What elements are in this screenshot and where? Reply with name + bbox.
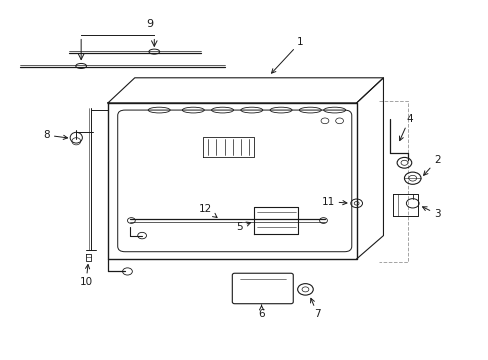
Text: 2: 2 <box>423 155 440 175</box>
Text: 9: 9 <box>145 19 153 29</box>
Text: 4: 4 <box>399 114 412 141</box>
Text: 12: 12 <box>199 204 217 217</box>
Text: 3: 3 <box>422 207 440 219</box>
Text: 7: 7 <box>310 298 320 319</box>
Text: 6: 6 <box>258 305 264 319</box>
Text: 1: 1 <box>271 37 303 73</box>
Text: 8: 8 <box>43 130 67 140</box>
Text: 10: 10 <box>80 265 92 287</box>
Text: 5: 5 <box>236 222 250 231</box>
Text: 11: 11 <box>321 197 346 207</box>
